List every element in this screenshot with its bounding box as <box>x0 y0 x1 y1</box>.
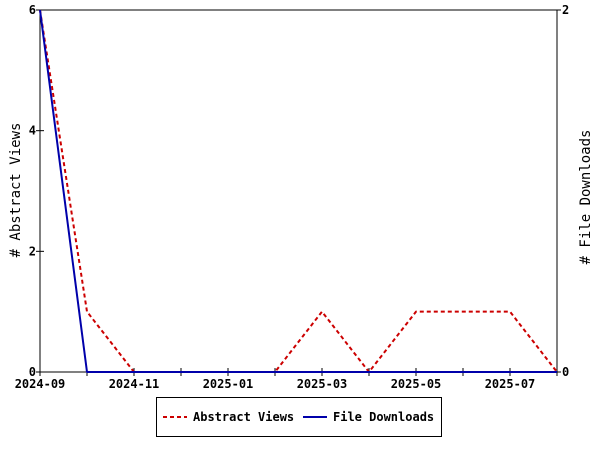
y-left-tick-label: 6 <box>29 3 36 17</box>
legend-item-abstract-views: Abstract Views <box>163 410 294 424</box>
series-line-file-downloads <box>39 9 557 373</box>
legend-label-abstract-views: Abstract Views <box>193 410 295 424</box>
y-right-tick-label: 2 <box>562 3 569 17</box>
x-tick-label: 2025-03 <box>297 377 348 391</box>
y-left-tick-label: 4 <box>29 124 36 138</box>
plot-area-border <box>39 9 558 373</box>
y-left-tick-label: 0 <box>29 365 36 379</box>
y-right-tick-label: 0 <box>562 365 569 379</box>
chart-legend: Abstract Views File Downloads <box>156 397 442 437</box>
legend-label-file-downloads: File Downloads <box>333 410 435 424</box>
legend-item-file-downloads: File Downloads <box>303 410 434 424</box>
series-line-abstract-views <box>39 9 558 373</box>
y-left-tick-label: 2 <box>29 244 36 258</box>
legend-swatch-file-downloads <box>303 416 327 418</box>
y-axis-left-title: # Abstract Views <box>8 123 24 258</box>
x-tick-label: 2025-07 <box>485 377 536 391</box>
x-tick-label: 2025-05 <box>391 377 442 391</box>
x-tick-label: 2024-09 <box>15 377 66 391</box>
x-tick-label: 2024-11 <box>109 377 160 391</box>
legend-swatch-abstract-views <box>163 416 187 418</box>
y-axis-right-title: # File Downloads <box>578 130 594 265</box>
x-tick-label: 2025-01 <box>203 377 254 391</box>
